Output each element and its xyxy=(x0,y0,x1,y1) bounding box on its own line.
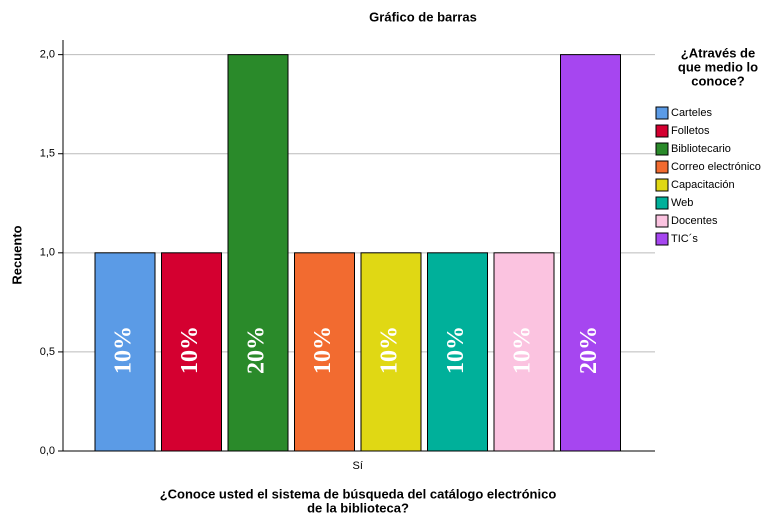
legend-swatch xyxy=(655,196,669,210)
value-label: 10% xyxy=(111,326,137,374)
legend-label: Carteles xyxy=(671,107,712,119)
legend-swatch xyxy=(655,106,669,120)
value-label: 10% xyxy=(310,326,336,374)
bar xyxy=(227,54,289,452)
chart-title: Gráfico de barras xyxy=(369,9,477,24)
value-label: 20% xyxy=(244,326,270,374)
legend-label: Docentes xyxy=(671,215,718,227)
bar xyxy=(360,252,422,452)
bar xyxy=(493,252,555,452)
value-label: 10% xyxy=(443,326,469,374)
legend-swatch xyxy=(655,160,669,174)
legend-title: ¿Através de xyxy=(681,45,755,60)
x-tick-label: Sí xyxy=(353,460,363,472)
legend-title: conoce? xyxy=(691,73,745,88)
bar xyxy=(94,252,156,452)
value-label: 10% xyxy=(177,326,203,374)
value-label: 10% xyxy=(510,326,536,374)
bar xyxy=(161,252,222,452)
legend-swatch xyxy=(655,142,669,156)
legend-swatch xyxy=(655,178,669,192)
y-tick-label: 1,5 xyxy=(40,148,55,160)
y-axis-label: Recuento xyxy=(9,225,24,284)
legend-label: Bibliotecario xyxy=(671,143,731,155)
y-tick-label: 0,0 xyxy=(40,445,55,457)
legend-label: TIC´s xyxy=(671,233,698,245)
value-label: 20% xyxy=(576,326,602,374)
legend-swatch xyxy=(655,124,669,138)
legend-label: Correo electrónico xyxy=(671,161,761,173)
y-tick-label: 2,0 xyxy=(40,49,55,61)
x-axis-label: de la biblioteca? xyxy=(307,500,409,515)
legend-swatch xyxy=(655,232,669,246)
legend-label: Capacitación xyxy=(671,179,735,191)
x-axis-label: ¿Conoce usted el sistema de búsqueda del… xyxy=(160,486,557,501)
bar xyxy=(560,54,621,452)
value-label: 10% xyxy=(377,326,403,374)
legend-label: Web xyxy=(671,197,693,209)
legend-label: Folletos xyxy=(671,125,710,137)
legend-swatch xyxy=(655,214,669,228)
y-tick-label: 1,0 xyxy=(40,247,55,259)
legend-title: que medio lo xyxy=(678,59,758,74)
bar xyxy=(427,252,488,452)
y-tick-label: 0,5 xyxy=(40,346,55,358)
bar xyxy=(294,252,355,452)
